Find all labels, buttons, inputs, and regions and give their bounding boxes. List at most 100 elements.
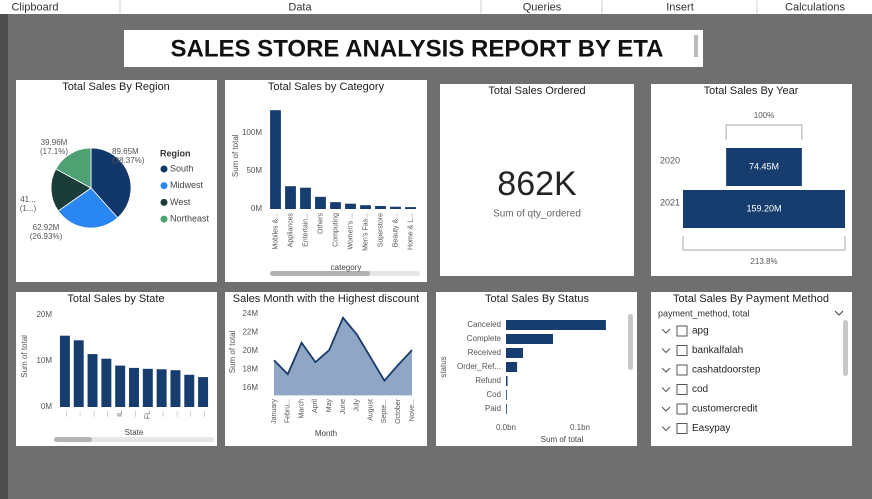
bar — [315, 196, 326, 209]
legend-title: Region — [160, 148, 191, 158]
scrollbar-thumb[interactable] — [628, 314, 633, 370]
y-tick-label: 0M — [41, 402, 52, 411]
x-tick-label: Computing — [332, 213, 339, 247]
y-tick-label: Complete — [467, 334, 502, 343]
x-tick-label: June — [340, 399, 347, 414]
checkbox[interactable] — [676, 403, 688, 415]
panel-title: Total Sales By Year — [704, 85, 799, 97]
y-tick-label: 24M — [242, 309, 258, 318]
bar — [506, 334, 553, 344]
expand-chevron[interactable] — [661, 406, 671, 412]
legend-label: Northeast — [170, 213, 210, 223]
scrollbar-track[interactable] — [54, 437, 214, 442]
scrollbar-thumb[interactable] — [843, 320, 848, 376]
bar — [129, 367, 139, 407]
expand-chevron[interactable] — [661, 348, 671, 354]
ribbon-tab[interactable]: Calculations — [785, 1, 845, 13]
scrollbar-thumb[interactable] — [270, 271, 370, 276]
bar — [142, 368, 153, 407]
x-tick-label: October — [395, 398, 402, 424]
bar — [300, 187, 311, 209]
ribbon-tab[interactable]: Queries — [523, 1, 562, 13]
y-tick-label: 18M — [242, 365, 258, 374]
panel-title: Total Sales by State — [67, 293, 164, 305]
slicer-item[interactable]: customercredit — [692, 404, 758, 415]
ribbon-tab[interactable]: Data — [288, 1, 312, 13]
y-axis-label: Sum of total — [231, 134, 240, 177]
expand-chevron[interactable] — [661, 387, 671, 393]
data-label: (38.37%) — [112, 156, 145, 165]
bar — [330, 202, 341, 209]
x-tick-label: ... — [62, 411, 69, 417]
x-tick-label: FL — [145, 411, 152, 419]
bar — [506, 404, 507, 414]
slicer-item[interactable]: bankalfalah — [692, 345, 743, 356]
x-tick-label: ... — [89, 411, 96, 417]
pie-slice — [55, 147, 92, 189]
data-label: (1...) — [20, 204, 37, 213]
bracket — [682, 236, 846, 251]
bracket — [725, 124, 803, 140]
checkbox[interactable] — [676, 364, 688, 376]
title-cursor — [694, 35, 698, 57]
panel-title: Total Sales Ordered — [488, 85, 585, 97]
slicer-item[interactable]: cod — [692, 384, 708, 395]
scrollbar-thumb[interactable] — [54, 437, 92, 442]
x-tick-label: IL — [117, 411, 124, 417]
x-tick-label: 0.0bn — [496, 423, 516, 432]
bar — [506, 320, 606, 330]
y-tick-label: Refund — [475, 376, 501, 385]
bar — [506, 348, 524, 358]
checkbox[interactable] — [676, 325, 688, 337]
category-label: 2021 — [660, 197, 680, 207]
bar — [506, 376, 508, 386]
y-tick-label: Cod — [486, 390, 501, 399]
slicer-item[interactable]: apg — [692, 326, 709, 337]
bar — [390, 206, 401, 209]
x-tick-label: Others — [317, 213, 324, 235]
x-tick-label: Febru... — [285, 399, 292, 423]
left-strip — [0, 14, 8, 499]
card-caption: Sum of qty_ordered — [493, 209, 581, 220]
checkbox[interactable] — [676, 345, 688, 356]
y-axis-label: Sum of total — [228, 330, 237, 373]
checkbox[interactable] — [676, 423, 688, 434]
bar — [360, 205, 371, 209]
bar — [506, 390, 507, 400]
bar — [405, 207, 416, 209]
y-tick-label: 20M — [36, 310, 52, 319]
y-tick-label: Order_Ref... — [457, 362, 501, 371]
bar — [506, 362, 518, 372]
expand-chevron[interactable] — [661, 426, 671, 432]
expand-chevron[interactable] — [661, 367, 671, 373]
x-tick-label: Mobiles &... — [272, 213, 279, 250]
x-axis-label: Sum of total — [541, 435, 584, 444]
legend-marker — [160, 165, 168, 173]
x-tick-label: ... — [172, 411, 179, 417]
x-tick-label: ... — [186, 411, 193, 417]
area — [274, 317, 412, 396]
slicer-item[interactable]: cashatdoorstep — [692, 365, 761, 376]
ribbon — [0, 0, 872, 14]
ribbon-tab[interactable]: Clipboard — [11, 1, 58, 13]
category-label: 2020 — [660, 155, 680, 165]
expand-chevron[interactable] — [661, 328, 671, 334]
bar — [285, 186, 296, 209]
data-label: (26.93%) — [30, 232, 63, 241]
x-tick-label: April — [312, 399, 319, 413]
data-label: 62.92M — [33, 223, 60, 232]
bar — [270, 110, 281, 209]
checkbox[interactable] — [676, 384, 688, 395]
x-tick-label: Men's Fas... — [362, 213, 369, 251]
legend-marker — [160, 182, 168, 190]
slicer-item[interactable]: Easypay — [692, 423, 730, 434]
funnel-bar — [726, 148, 802, 186]
ribbon-tab[interactable]: Insert — [666, 1, 694, 13]
x-tick-label: ... — [158, 411, 165, 417]
legend-label: Midwest — [170, 180, 204, 190]
x-tick-label: Entertain... — [302, 213, 309, 247]
x-tick-label: Beauty &... — [392, 213, 399, 247]
slicer-dropdown[interactable] — [834, 310, 844, 316]
data-label: 39.96M — [41, 138, 68, 147]
panels — [16, 80, 852, 446]
